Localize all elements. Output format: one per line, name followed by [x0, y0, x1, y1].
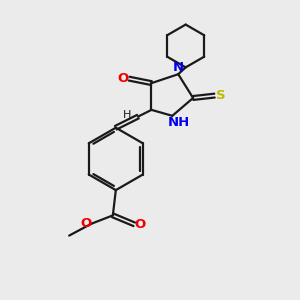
Text: N: N	[173, 61, 184, 74]
Text: O: O	[80, 217, 91, 230]
Text: S: S	[216, 89, 226, 102]
Text: O: O	[135, 218, 146, 231]
Text: O: O	[118, 72, 129, 85]
Text: H: H	[122, 110, 131, 120]
Text: NH: NH	[168, 116, 190, 129]
